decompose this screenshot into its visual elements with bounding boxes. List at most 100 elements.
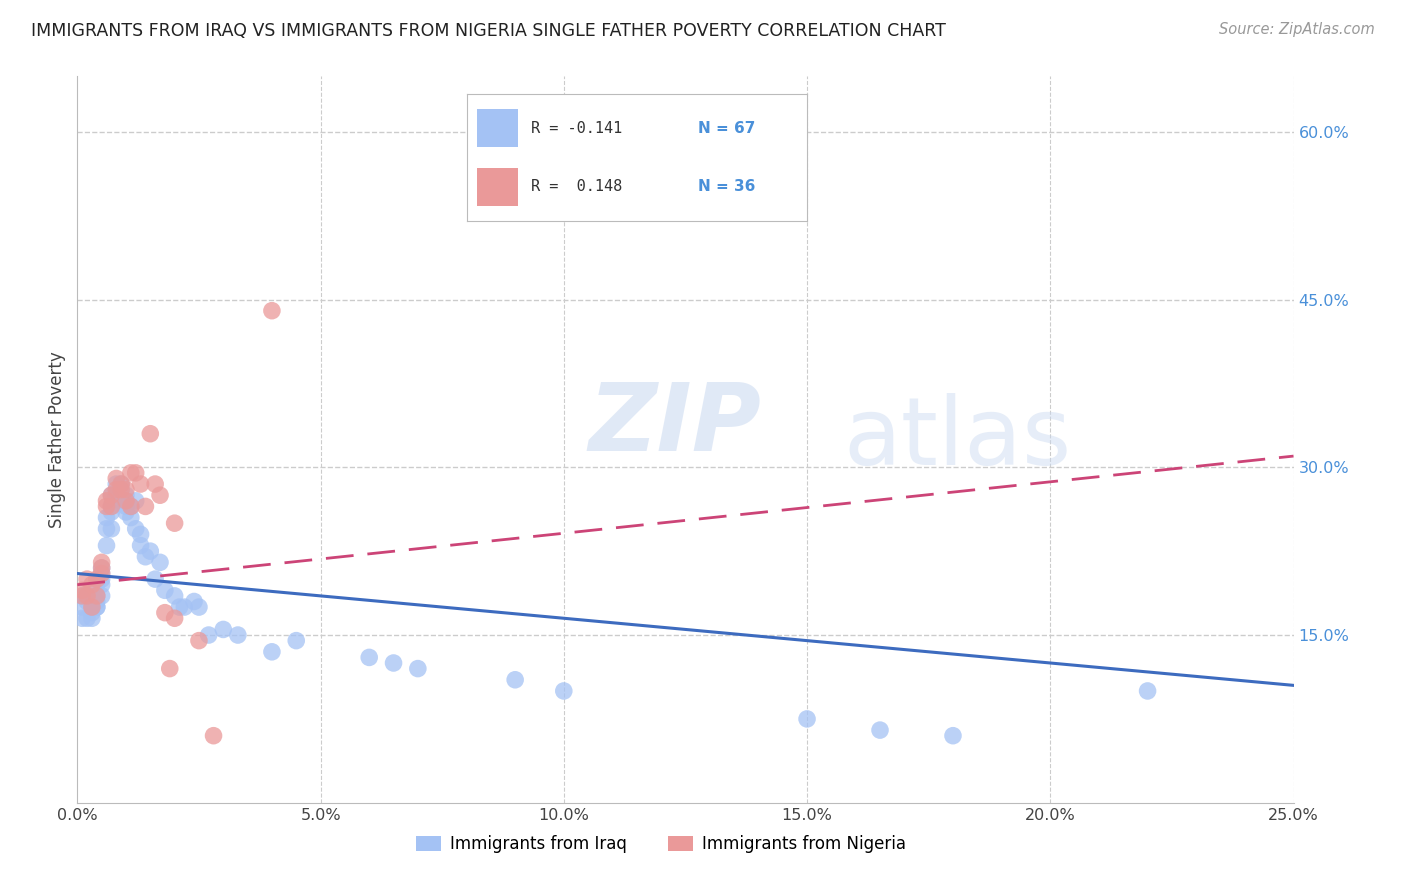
Text: ZIP: ZIP <box>588 379 761 471</box>
Text: atlas: atlas <box>844 393 1071 485</box>
Point <box>86 578 108 592</box>
Point <box>80 578 103 592</box>
Point <box>149 555 172 569</box>
Point <box>159 662 181 676</box>
Point <box>86 600 108 615</box>
Point <box>942 729 965 743</box>
Point <box>70 589 93 603</box>
Point <box>70 600 93 615</box>
Point <box>125 493 148 508</box>
Point <box>90 566 112 581</box>
Point <box>76 589 98 603</box>
Point <box>129 527 152 541</box>
Point <box>90 578 112 592</box>
Text: IMMIGRANTS FROM IRAQ VS IMMIGRANTS FROM NIGERIA SINGLE FATHER POVERTY CORRELATIO: IMMIGRANTS FROM IRAQ VS IMMIGRANTS FROM … <box>31 22 946 40</box>
Point <box>115 500 138 514</box>
Point <box>96 500 118 514</box>
Point <box>90 561 112 575</box>
Point <box>382 656 405 670</box>
Point <box>163 611 186 625</box>
Point <box>143 477 166 491</box>
Point <box>134 500 156 514</box>
Point <box>153 606 176 620</box>
Point <box>90 561 112 575</box>
Point <box>1136 684 1159 698</box>
Point <box>86 589 108 603</box>
Point <box>76 589 98 603</box>
Point <box>260 303 283 318</box>
Point <box>86 572 108 586</box>
Point <box>115 493 138 508</box>
Point <box>80 594 103 608</box>
Point <box>100 500 122 514</box>
Point <box>115 493 138 508</box>
Point <box>100 500 122 514</box>
Point <box>70 583 93 598</box>
Point <box>100 488 122 502</box>
Point <box>105 471 128 485</box>
Point <box>70 611 93 625</box>
Point <box>100 522 122 536</box>
Point <box>134 549 156 564</box>
Point <box>80 600 103 615</box>
Point <box>70 589 93 603</box>
Point <box>406 662 429 676</box>
Point <box>90 589 112 603</box>
Point <box>110 483 132 497</box>
Point <box>86 589 108 603</box>
Point <box>183 594 205 608</box>
Point <box>105 477 128 491</box>
Point <box>212 623 235 637</box>
Point <box>105 488 128 502</box>
Point <box>125 522 148 536</box>
Point <box>197 628 219 642</box>
Y-axis label: Single Father Poverty: Single Father Poverty <box>48 351 66 528</box>
Point <box>100 488 122 502</box>
Point <box>869 723 891 737</box>
Point <box>115 505 138 519</box>
Point <box>96 493 118 508</box>
Point <box>285 633 308 648</box>
Point <box>188 633 211 648</box>
Point <box>173 600 195 615</box>
Point <box>796 712 818 726</box>
Point <box>125 466 148 480</box>
Point <box>80 611 103 625</box>
Point <box>120 510 142 524</box>
Point <box>86 600 108 615</box>
Point <box>149 488 172 502</box>
Point <box>553 684 575 698</box>
Point <box>120 500 142 514</box>
Point <box>129 477 152 491</box>
Point <box>163 516 186 531</box>
Point <box>90 566 112 581</box>
Point <box>76 594 98 608</box>
Point <box>80 606 103 620</box>
Point <box>143 572 166 586</box>
Point <box>260 645 283 659</box>
Point <box>90 572 112 586</box>
Point <box>76 589 98 603</box>
Point <box>86 594 108 608</box>
Point <box>110 493 132 508</box>
Point <box>76 611 98 625</box>
Point <box>129 539 152 553</box>
Point <box>96 510 118 524</box>
Text: Source: ZipAtlas.com: Source: ZipAtlas.com <box>1219 22 1375 37</box>
Point <box>80 600 103 615</box>
Point <box>503 673 526 687</box>
Point <box>96 522 118 536</box>
Point <box>226 628 249 642</box>
Point <box>110 477 132 491</box>
Point <box>105 488 128 502</box>
Point <box>139 544 162 558</box>
Point <box>359 650 381 665</box>
Point <box>153 583 176 598</box>
Point <box>120 466 142 480</box>
Point <box>115 483 138 497</box>
Point <box>96 539 118 553</box>
Point <box>115 488 138 502</box>
Point <box>120 500 142 514</box>
Point <box>163 589 186 603</box>
Point <box>100 505 122 519</box>
